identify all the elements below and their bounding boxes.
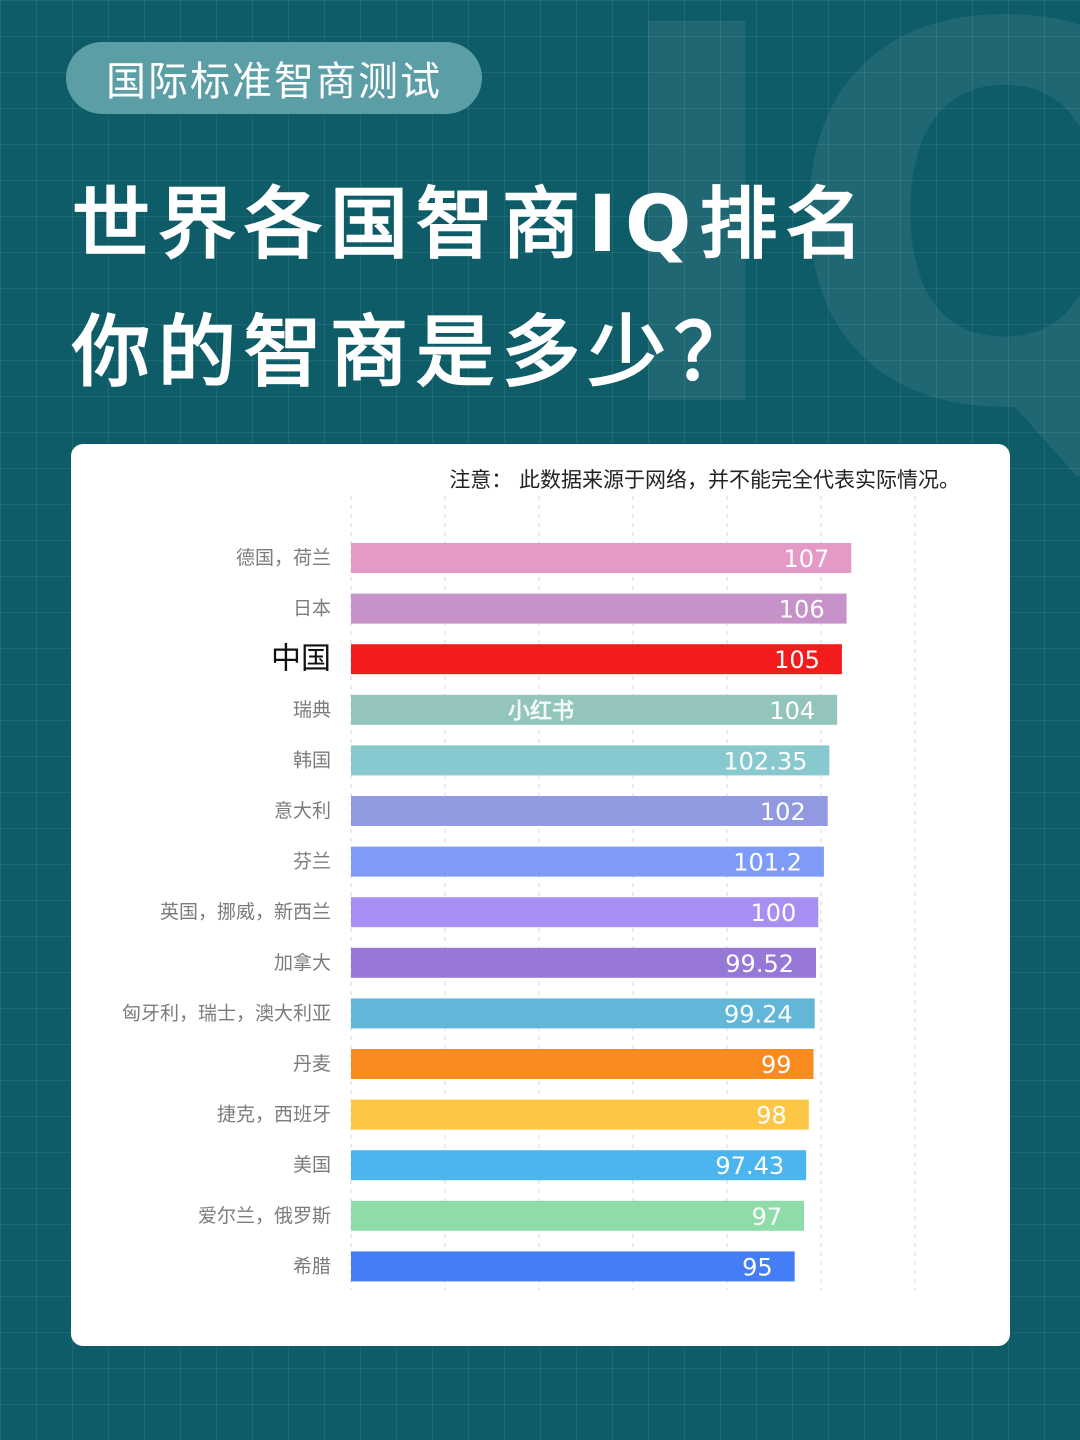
category-label: 捷克，西班牙 (217, 1104, 331, 1126)
category-label: 美国 (293, 1154, 331, 1176)
chart-card: 注意： 此数据来源于网络，并不能完全代表实际情况。 德国，荷兰 107 日本 106 中… (71, 444, 1010, 1346)
value-label: 97.43 (715, 1152, 784, 1180)
value-label: 97 (752, 1203, 783, 1231)
value-label: 98 (756, 1102, 787, 1130)
value-label: 102 (760, 798, 806, 826)
value-label: 105 (774, 646, 820, 674)
value-label: 106 (779, 596, 825, 624)
category-label: 芬兰 (293, 851, 331, 873)
bar (351, 644, 842, 675)
value-label: 99 (761, 1051, 792, 1079)
value-label: 102.35 (723, 747, 807, 775)
bar (351, 796, 828, 826)
value-label: 100 (750, 899, 796, 927)
bar-chart: 德国，荷兰 107 日本 106 中国 105 瑞典 104 韩国 102.35 意大利 102 芬兰 1… (122, 496, 916, 1290)
page-subtitle: 你的智商是多少？ (72, 308, 761, 398)
value-label: 101.2 (733, 849, 802, 877)
bar (351, 947, 817, 978)
value-label: 107 (784, 545, 830, 573)
bar (351, 897, 819, 928)
bar (351, 543, 852, 573)
bar (351, 1251, 795, 1282)
bar (351, 1150, 807, 1181)
category-label: 意大利 (274, 800, 331, 822)
category-label: 中国 (271, 642, 331, 677)
bar (351, 846, 824, 877)
category-label: 匈牙利，瑞士，澳大利亚 (122, 1002, 331, 1024)
category-label: 瑞典 (293, 699, 331, 721)
bar (351, 1200, 805, 1231)
category-label: 德国，荷兰 (236, 547, 331, 569)
bar (351, 998, 815, 1029)
category-label: 英国，挪威，新西兰 (160, 901, 331, 923)
value-label: 104 (769, 697, 815, 725)
value-label: 99.24 (724, 1000, 793, 1028)
category-label: 韩国 (293, 749, 331, 771)
header-badge-label: 国际标准智商测试 (106, 59, 442, 105)
bar (351, 1049, 814, 1079)
category-label: 日本 (293, 598, 331, 620)
bar (351, 593, 847, 624)
bar (351, 745, 830, 776)
value-label: 99.52 (725, 950, 794, 978)
data-disclaimer-note: 注意： 此数据来源于网络，并不能完全代表实际情况。 (449, 468, 960, 492)
bar (351, 694, 838, 725)
bar (351, 1099, 809, 1130)
category-label: 爱尔兰，俄罗斯 (198, 1205, 331, 1227)
category-label: 加拿大 (274, 951, 331, 974)
page-title: 世界各国智商IQ排名 (72, 180, 872, 270)
category-label: 丹麦 (293, 1053, 331, 1075)
category-label: 希腊 (293, 1255, 331, 1277)
header-badge: 国际标准智商测试 (66, 42, 482, 114)
value-label: 95 (742, 1253, 773, 1281)
watermark-text: 小红书 (508, 698, 574, 724)
